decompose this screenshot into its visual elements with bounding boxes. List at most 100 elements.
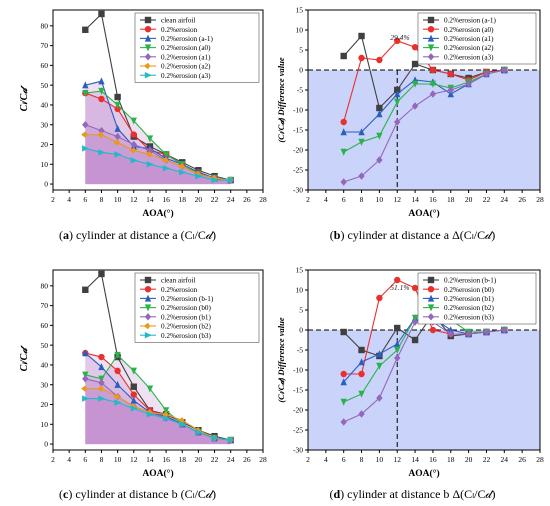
y-tick-label: 0 <box>44 440 48 449</box>
legend-label: 0.2%erosion (b0) <box>444 286 495 294</box>
x-tick-label: 12 <box>393 195 401 204</box>
x-tick-label: 22 <box>483 455 491 464</box>
x-tick-label: 8 <box>360 455 364 464</box>
series-5 <box>81 385 233 444</box>
legend-marker <box>427 16 435 24</box>
data-point <box>376 156 383 164</box>
data-point <box>130 396 137 404</box>
data-point <box>179 168 187 176</box>
y-tick-label: -15 <box>293 126 303 135</box>
data-point <box>358 358 365 366</box>
x-tick-label: 26 <box>243 195 251 204</box>
y-tick-label: 10 <box>296 26 304 35</box>
x-tick-label: 18 <box>447 195 455 204</box>
data-point <box>113 139 120 146</box>
y-tick-label: 5 <box>299 46 303 55</box>
y-tick-label: -30 <box>293 446 303 455</box>
data-point <box>114 399 122 406</box>
data-point <box>411 44 419 51</box>
data-point <box>211 176 219 184</box>
data-point <box>411 318 419 326</box>
data-point <box>376 110 383 118</box>
y-tick-label: 20 <box>41 140 49 149</box>
data-point <box>114 151 122 158</box>
x-tick-label: 28 <box>259 455 267 464</box>
data-point <box>376 294 383 302</box>
legend-marker <box>143 62 151 70</box>
x-tick-label: 8 <box>100 195 104 204</box>
legend-marker <box>144 294 152 302</box>
y-tick-label: -20 <box>293 406 303 415</box>
legend: 0.2%erosion (a-1)0.2%erosion (a0)0.2%ero… <box>417 12 537 65</box>
y-tick-label: 50 <box>41 341 49 350</box>
legend-marker <box>144 53 152 61</box>
plot-frame <box>52 269 264 451</box>
legend-marker <box>427 44 435 52</box>
data-point <box>113 393 120 400</box>
data-point <box>429 80 437 88</box>
data-point <box>82 89 89 97</box>
caption-d: (d) cylinder at distance b Δ(Cₗ/C𝒹) <box>329 487 496 501</box>
legend-marker <box>427 53 435 61</box>
data-point <box>394 86 401 94</box>
legend-item: 0.2%erosion (a1) <box>423 34 494 43</box>
data-point <box>98 126 105 135</box>
x-tick-label: 6 <box>83 195 87 204</box>
x-tick-label: 6 <box>342 455 346 464</box>
y-tick-label: -10 <box>293 366 303 375</box>
area-fill-4 <box>85 378 231 445</box>
legend-marker <box>427 34 435 42</box>
y-axis-label: Cₗ/C𝒹 <box>19 85 30 112</box>
legend-item: clean airfoil <box>140 17 196 25</box>
data-point <box>376 104 383 112</box>
data-point <box>447 86 454 94</box>
x-axis-label: AOA(°) <box>142 208 173 219</box>
x-tick-label: 26 <box>518 455 526 464</box>
y-tick-label: 70 <box>41 301 49 310</box>
x-tick-label: 2 <box>51 195 55 204</box>
x-tick-label: 14 <box>146 455 154 464</box>
legend-item: 0.2%erosion <box>140 286 198 294</box>
area-fill-5 <box>85 134 231 185</box>
legend-marker <box>427 26 435 33</box>
y-tick-label: -25 <box>293 166 303 175</box>
legend-marker <box>144 72 152 79</box>
legend-item: 0.2%erosion (a-1) <box>423 17 496 25</box>
plot-frame <box>307 9 541 191</box>
x-axis-label: AOA(°) <box>408 208 439 219</box>
y-tick-label: 70 <box>41 41 49 50</box>
series-line <box>85 388 231 441</box>
x-tick-label: 16 <box>429 195 437 204</box>
data-point <box>340 128 347 136</box>
data-point <box>161 411 169 418</box>
data-point <box>340 328 347 336</box>
x-tick-label: 24 <box>501 455 509 464</box>
series-4 <box>340 66 508 186</box>
data-point <box>130 157 138 164</box>
y-tick-label: 10 <box>296 286 304 295</box>
legend-item: 0.2%erosion (a1) <box>140 53 211 61</box>
legend-marker <box>427 313 435 321</box>
x-tick-label: 16 <box>429 455 437 464</box>
data-point <box>447 326 454 334</box>
y-tick-label: 20 <box>41 400 49 409</box>
data-point <box>447 330 454 338</box>
x-tick-label: 18 <box>447 455 455 464</box>
chart-b: 29.4%2 4 6 8 10 12 14 16 18 20 22 24 26 28-30-25-20-1… <box>276 6 544 219</box>
series-line <box>84 12 231 181</box>
legend-label: 0.2%erosion (a1) <box>444 35 494 43</box>
data-point <box>358 370 365 378</box>
data-point <box>146 411 154 418</box>
peak-annotation: 29.4% <box>390 33 409 42</box>
y-tick-label: -5 <box>297 346 303 355</box>
x-tick-label: 26 <box>518 195 526 204</box>
data-point <box>195 172 203 180</box>
data-point <box>162 415 170 422</box>
y-tick-label: 10 <box>41 160 49 169</box>
data-point <box>394 324 401 332</box>
legend-marker <box>144 26 152 33</box>
data-point <box>358 138 365 146</box>
x-tick-label: 4 <box>324 195 328 204</box>
data-point <box>411 314 419 322</box>
data-point <box>376 56 383 64</box>
